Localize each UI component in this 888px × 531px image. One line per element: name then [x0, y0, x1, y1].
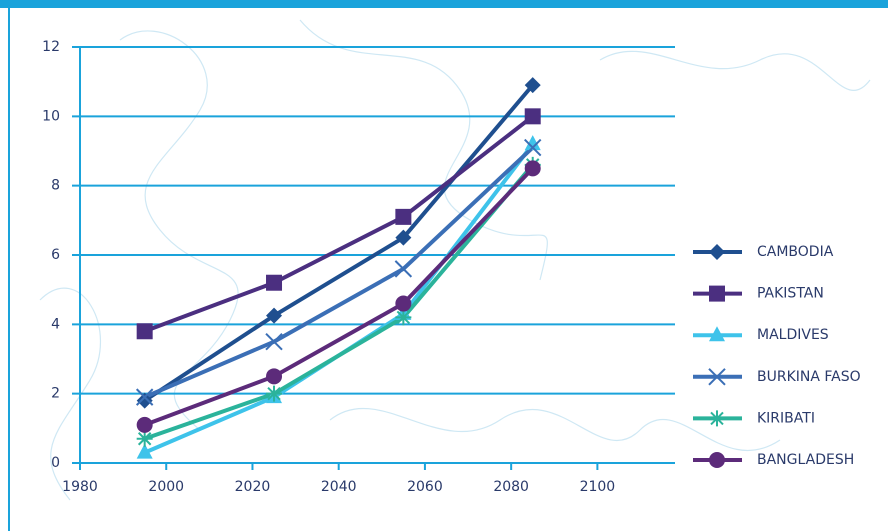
- x-tick-label: 2060: [407, 479, 443, 495]
- map-decoration: [39, 19, 871, 501]
- data-point: [524, 160, 541, 177]
- data-point: [135, 388, 154, 406]
- x-tick-label: 2040: [321, 479, 357, 495]
- data-point: [524, 138, 542, 157]
- legend-label: CAMBODIA: [757, 244, 834, 260]
- y-tick-label: 10: [42, 108, 60, 124]
- data-point: [266, 368, 283, 385]
- x-tick-label: 2000: [148, 479, 184, 495]
- legend-marker: [709, 410, 725, 427]
- legend-label: PAKISTAN: [757, 286, 824, 302]
- data-point: [524, 108, 541, 125]
- legend-label: BANGLADESH: [757, 452, 854, 468]
- series-line: [143, 142, 535, 455]
- data-point: [395, 309, 412, 326]
- data-point: [136, 392, 153, 409]
- x-tick-label: 1980: [62, 479, 98, 495]
- data-point: [136, 416, 153, 433]
- series-line: [143, 114, 534, 334]
- data-point: [394, 260, 413, 278]
- data-point: [136, 323, 153, 340]
- y-tick-label: 6: [51, 247, 60, 263]
- legend-marker: [709, 244, 725, 260]
- x-tick-label: 2080: [493, 479, 529, 495]
- y-tick-label: 2: [51, 386, 60, 402]
- legend-marker: [709, 452, 725, 468]
- data-point: [136, 443, 153, 459]
- data-point: [266, 385, 283, 402]
- series-line: [143, 83, 535, 403]
- data-point: [524, 135, 541, 151]
- top-band: [0, 0, 888, 8]
- legend: CAMBODIA PAKISTAN MALDIVES BURKINA FASO KIRI…: [693, 244, 861, 468]
- legend-marker: [708, 368, 726, 386]
- data-point: [266, 274, 283, 291]
- y-tick-label: 4: [51, 316, 60, 332]
- y-tick-label: 0: [51, 455, 60, 471]
- x-tick-label: 2100: [580, 479, 616, 495]
- legend-marker: [709, 326, 725, 342]
- data-point: [266, 307, 283, 324]
- legend-label: KIRIBATI: [757, 410, 815, 426]
- legend-label: MALDIVES: [757, 327, 829, 343]
- data-point: [524, 77, 541, 94]
- data-point: [395, 208, 412, 225]
- series-line: [143, 146, 535, 399]
- legend-label: BURKINA FASO: [757, 369, 861, 385]
- y-tick-label: 8: [51, 178, 60, 194]
- y-tick-label: 12: [42, 39, 60, 55]
- x-tick-label: 2020: [235, 479, 271, 495]
- data-point: [395, 229, 412, 246]
- data-point: [265, 332, 283, 351]
- data-point: [136, 430, 153, 447]
- series-line: [144, 163, 535, 441]
- legend-marker: [709, 285, 725, 302]
- series-line: [143, 166, 535, 427]
- data-point: [395, 295, 412, 312]
